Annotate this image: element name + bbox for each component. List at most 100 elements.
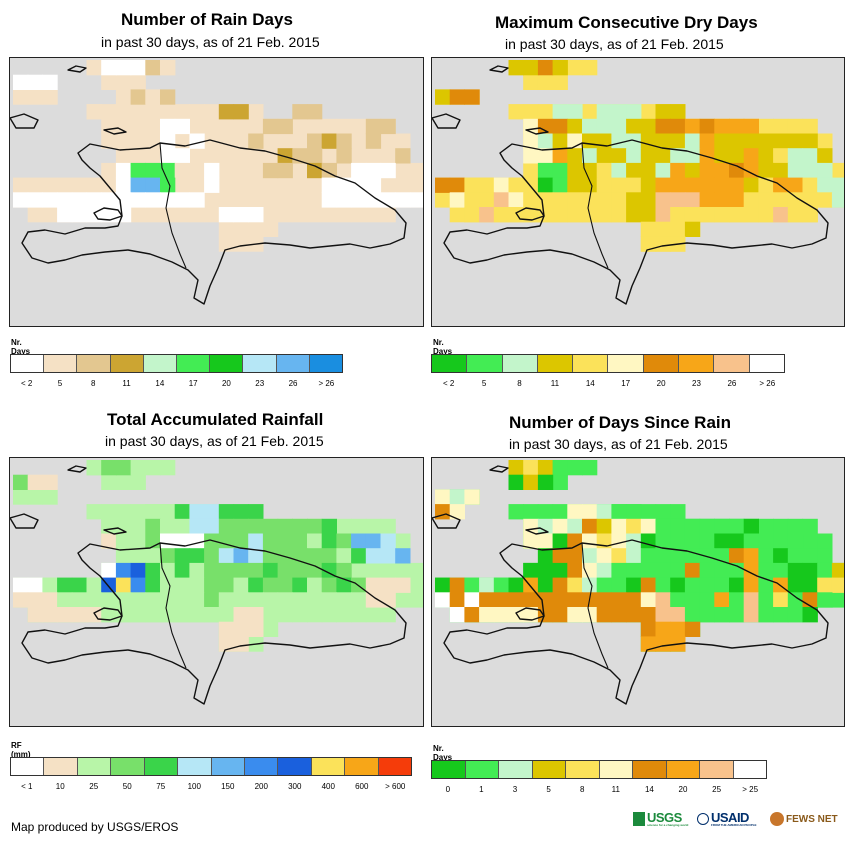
map-days-since-rain[interactable] <box>431 457 845 727</box>
grid-cell <box>611 533 627 549</box>
grid-cell <box>743 518 759 535</box>
grid-cell <box>714 162 730 179</box>
grid-cell <box>729 118 745 135</box>
grid-cell <box>292 192 308 208</box>
grid-cell <box>262 562 279 579</box>
grid-cell <box>27 192 43 208</box>
grid-cell <box>596 592 612 608</box>
grid-cell <box>307 533 323 549</box>
grid-cell <box>365 548 382 564</box>
grid-cell <box>655 162 671 179</box>
grid-cell <box>321 207 337 223</box>
grid-cell <box>582 548 598 564</box>
grid-cell <box>292 592 308 608</box>
grid-cell <box>277 518 293 535</box>
grid-cell <box>380 577 396 593</box>
grid-cell <box>57 177 73 193</box>
grid-cell <box>42 177 58 193</box>
legend-label: 8 <box>517 379 522 388</box>
grid-cell <box>773 548 789 564</box>
grid-cell <box>508 577 524 593</box>
grid-cell <box>395 577 411 593</box>
grid-cell <box>204 148 220 164</box>
grid-cell <box>640 548 657 564</box>
grid-cell <box>277 607 293 623</box>
grid-cell <box>145 518 161 535</box>
grid-cell <box>86 192 102 208</box>
grid-cell <box>262 133 279 149</box>
grid-cell <box>71 177 88 193</box>
grid-cell <box>307 148 323 164</box>
grid-cell <box>189 177 205 193</box>
grid-cell <box>351 548 367 564</box>
grid-cell <box>189 548 205 564</box>
grid-cell <box>130 548 146 564</box>
grid-cell <box>640 104 657 120</box>
grid-cell <box>464 607 480 623</box>
grid-cell <box>552 562 568 579</box>
grid-cell <box>611 177 627 193</box>
grid-cell <box>640 504 657 520</box>
grid-cell <box>493 177 510 193</box>
grid-cell <box>380 148 396 164</box>
grid-cell <box>351 148 367 164</box>
grid-cell <box>42 207 58 223</box>
grid-cell <box>670 562 686 579</box>
map-total-rainfall[interactable] <box>9 457 424 727</box>
grid-cell <box>174 592 190 608</box>
grid-cell <box>115 577 132 593</box>
grid-cell <box>101 133 117 149</box>
grid-cell <box>537 474 554 490</box>
grid-cell <box>380 177 396 193</box>
grid-cell <box>395 562 411 579</box>
grid-cell <box>101 562 117 579</box>
map-rain-days[interactable] <box>9 57 424 327</box>
grid-cell <box>817 177 833 193</box>
grid-cell <box>71 607 88 623</box>
grid-cell <box>611 562 627 579</box>
grid-cell <box>365 562 382 579</box>
legend-label: 17 <box>188 379 198 388</box>
grid-cell <box>307 592 323 608</box>
map-max-dry-days[interactable] <box>431 57 845 327</box>
grid-cell <box>699 562 715 579</box>
grid-cell <box>655 504 671 520</box>
grid-cell <box>204 504 220 520</box>
grid-cell <box>567 460 583 476</box>
grid-cell <box>537 607 554 623</box>
grid-cell <box>321 533 337 549</box>
grid-cell <box>449 489 465 505</box>
legend-swatch <box>276 355 310 372</box>
grid-cell <box>435 592 451 608</box>
island-coastline <box>67 465 87 473</box>
grid-cell <box>160 89 176 105</box>
grid-cell <box>395 148 411 164</box>
grid-cell <box>27 74 43 90</box>
grid-cell <box>395 548 411 564</box>
grid-cell <box>523 74 539 90</box>
grid-cell <box>248 607 264 623</box>
legend-swatch <box>432 355 468 372</box>
grid-cell <box>449 192 465 208</box>
grid-cell <box>758 577 774 593</box>
national-border <box>159 142 187 269</box>
legend-labels: < 1 10 25 50 75 100 150 200 300 400 600 > 600 <box>10 782 412 794</box>
grid-cell <box>248 504 264 520</box>
legend-swatch <box>633 761 667 778</box>
grid-cell <box>787 607 804 623</box>
grid-cell <box>262 207 279 223</box>
grid-cell <box>115 607 132 623</box>
grid-cell <box>101 192 117 208</box>
grid-cell <box>479 577 495 593</box>
grid-cell <box>787 118 804 135</box>
grid-cell <box>787 533 804 549</box>
legend-label: 5 <box>481 379 487 388</box>
grid-cell <box>655 548 671 564</box>
grid-cell <box>582 162 598 179</box>
grid-cell <box>626 504 642 520</box>
grid-cell <box>523 533 539 549</box>
grid-cell <box>130 192 146 208</box>
grid-cell <box>626 148 642 164</box>
legend-label: 26 <box>727 379 737 388</box>
grid-cell <box>714 192 730 208</box>
